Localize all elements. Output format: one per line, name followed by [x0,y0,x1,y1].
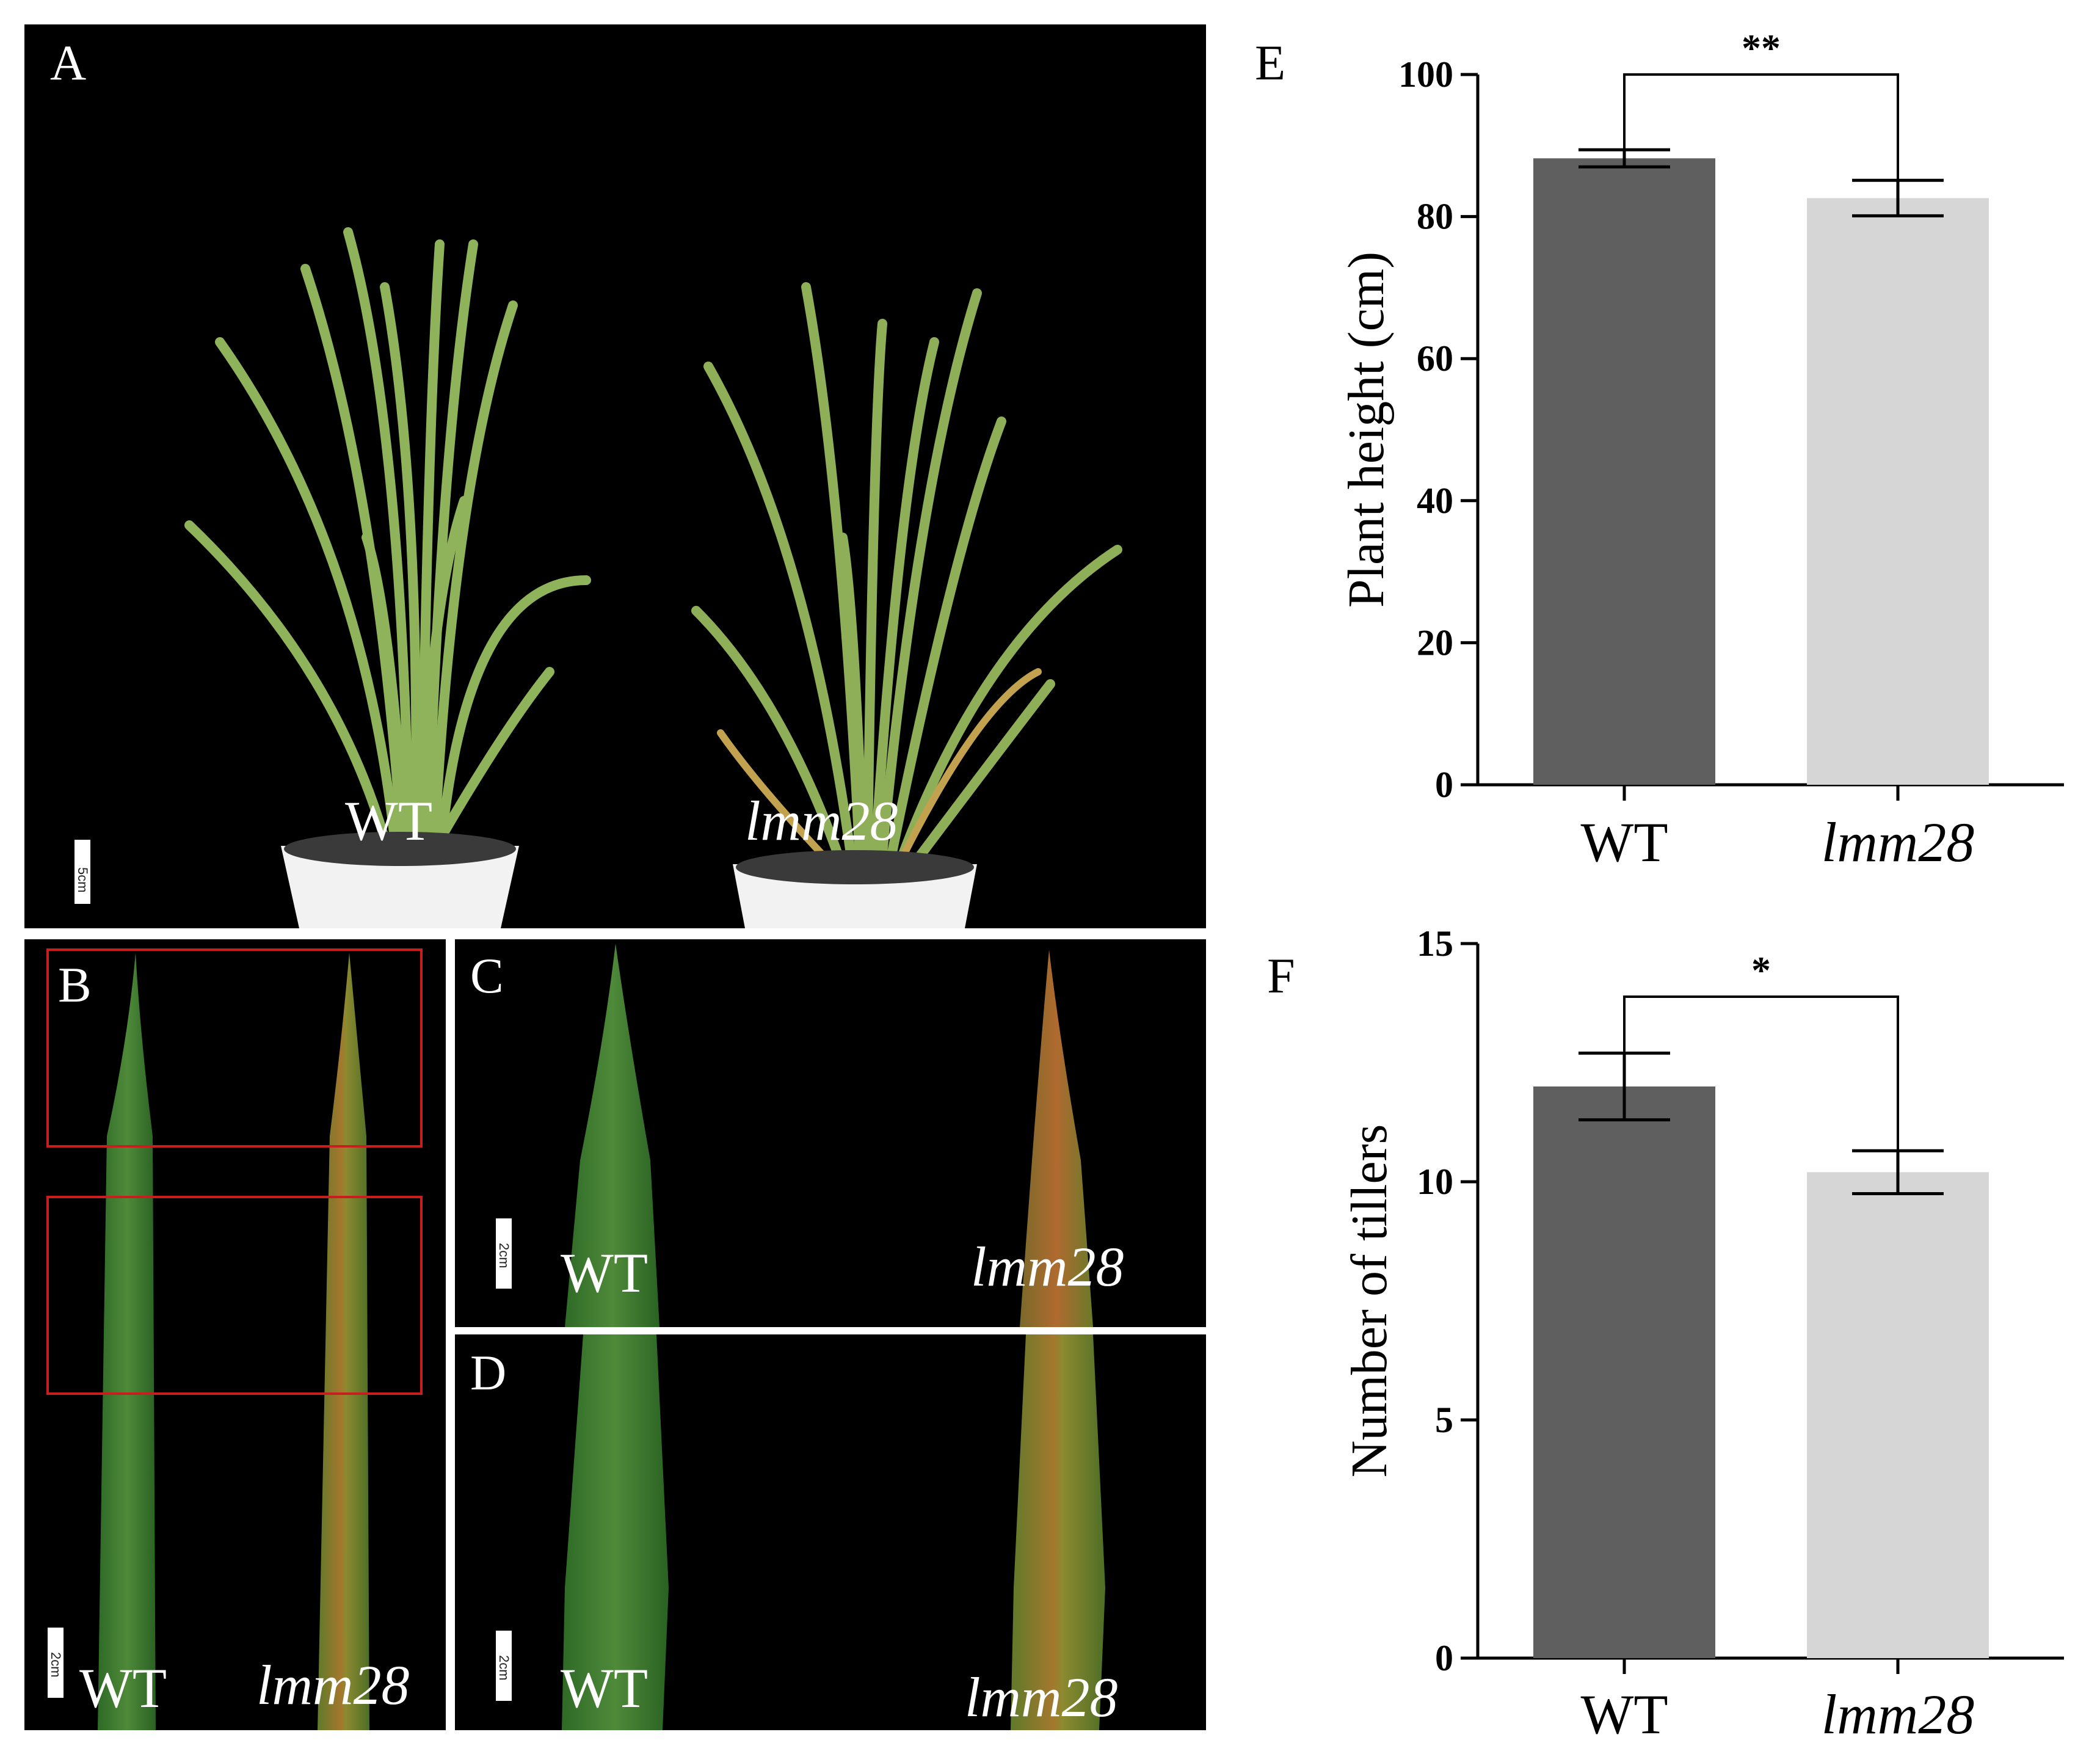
chart-e-category-label: lmm28 [1822,811,1974,873]
chart-f-category-label: WT [1580,1683,1668,1745]
panel-a-wt-label: WT [345,790,432,852]
chart-e-bar-wt [1533,158,1715,785]
panel-c-mutant-label: lmm28 [971,1235,1124,1298]
panel-d-scale-bar [496,1631,512,1701]
chart-f-bar-wt [1533,1086,1715,1658]
panel-d-wt-leaf [562,1334,669,1730]
chart-e-panel-letter: E [1255,35,1285,90]
panel-a-scale-text: 5cm [75,867,90,893]
panel-c: C WT lmm28 2cm [455,939,1206,1327]
chart-f-bar-mutant [1807,1172,1989,1658]
panel-d: D WT lmm28 2cm [455,1334,1206,1730]
panel-b-mutant-label: lmm28 [256,1654,409,1716]
panel-b-scale-text: 2cm [48,1652,64,1678]
chart-f-panel-letter: F [1267,948,1295,1003]
mutant-pot-soil [736,850,974,884]
chart-e-y-tick-label: 20 [1417,622,1453,663]
zoom-box-middle [46,1196,423,1395]
panel-a: A WT lmm28 5cm [24,24,1206,928]
panel-d-mutant-label: lmm28 [965,1666,1117,1728]
panel-b-background [24,939,446,1730]
chart-e-y-tick-label: 40 [1417,481,1453,521]
panel-d-scale-text: 2cm [496,1655,512,1681]
zoom-box-tip [46,948,423,1148]
chart-e-y-tick-label: 60 [1417,338,1453,379]
mutant-plant-illustration [691,282,1122,890]
panel-a-scale-bar [74,840,90,904]
panel-b-scale-bar [48,1628,64,1698]
panel-b: B WT lmm28 2cm [24,939,446,1730]
chart-e-significance-bracket [1623,73,1899,181]
chart-f-plot: 0 5 10 15 WT lmm28 * Number of tillers [1341,923,2064,1745]
chart-e-plot: 0 20 40 60 80 100 WT lmm28 ** Plant height (cm) [1338,26,2064,873]
panel-a-background [24,24,1206,928]
panel-d-letter: D [470,1345,506,1400]
panel-c-letter: C [470,948,504,1003]
chart-f-y-tick-label: 15 [1417,923,1453,964]
panel-c-wt-label: WT [561,1242,648,1304]
panel-d-mutant-leaf [1011,1334,1105,1730]
panel-c-scale-bar [496,1218,512,1289]
chart-f: F 0 5 10 15 WT lmm28 * Number of tillers [1267,923,2064,1745]
chart-e-y-axis-title: Plant height (cm) [1338,252,1395,608]
panel-a-mutant-label: lmm28 [745,790,898,852]
chart-e-significance-label: ** [1742,26,1781,70]
wt-plant-illustration [184,227,591,866]
chart-f-y-tick-label: 5 [1435,1400,1453,1440]
panel-b-letter: B [58,957,92,1013]
chart-f-y-tick-label: 0 [1435,1638,1453,1678]
chart-f-y-tick-label: 10 [1417,1162,1453,1202]
panel-c-mutant-leaf [1020,950,1093,1327]
chart-f-y-axis-title: Number of tillers [1341,1124,1398,1478]
wt-pot [281,846,519,928]
panel-d-wt-label: WT [561,1657,648,1719]
chart-e-category-label: WT [1580,811,1668,873]
chart-f-significance-label: * [1751,948,1771,992]
chart-e: E 0 20 40 60 80 100 WT lmm28 ** Plant height (cm) [1255,26,2064,873]
chart-f-category-label: lmm28 [1822,1683,1974,1745]
panel-c-wt-leaf [565,944,659,1327]
chart-e-bar-mutant [1807,198,1989,785]
chart-e-y-tick-label: 100 [1398,54,1453,95]
panel-b-wt-label: WT [79,1657,167,1719]
panel-c-scale-text: 2cm [496,1243,512,1268]
chart-e-y-tick-label: 80 [1417,197,1453,237]
chart-f-significance-bracket [1623,995,1899,1151]
panel-a-letter: A [50,35,86,90]
wt-pot-soil [284,832,516,866]
chart-e-y-tick-label: 0 [1435,765,1453,805]
